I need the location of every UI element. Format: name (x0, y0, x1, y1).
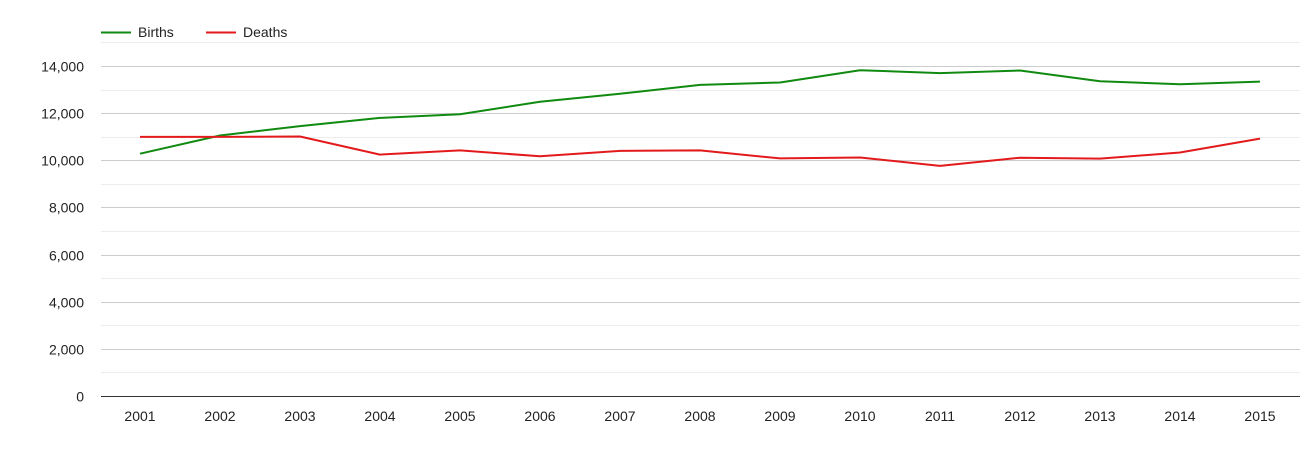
series-lines (139, 69, 1261, 167)
x-tick-label: 2008 (684, 408, 715, 424)
y-tick-label: 10,000 (41, 153, 84, 169)
y-tick-label: 0 (76, 389, 84, 405)
x-tick-label: 2005 (444, 408, 475, 424)
x-tick-label: 2004 (364, 408, 395, 424)
legend-label-deaths: Deaths (243, 24, 287, 40)
axes: 0 2,000 4,000 6,000 8,000 10,000 12,000 14,000 2… (41, 59, 1300, 424)
x-tick-label: 2015 (1244, 408, 1275, 424)
x-tick-label: 2002 (204, 408, 235, 424)
x-tick-label: 2012 (1004, 408, 1035, 424)
y-tick-label: 12,000 (41, 106, 84, 122)
series-line-deaths (140, 135, 1261, 167)
x-tick-label: 2014 (1164, 408, 1195, 424)
x-tick-label: 2007 (604, 408, 635, 424)
y-tick-label: 6,000 (49, 248, 84, 264)
legend: Births Deaths (101, 24, 287, 40)
x-tick-label: 2003 (284, 408, 315, 424)
x-tick-label: 2013 (1084, 408, 1115, 424)
legend-label-births: Births (138, 24, 174, 40)
x-tick-label: 2006 (524, 408, 555, 424)
x-tick-label: 2010 (844, 408, 875, 424)
series-line-births (139, 69, 1261, 155)
gridlines (101, 42, 1300, 373)
y-tick-label: 4,000 (49, 295, 84, 311)
y-tick-label: 2,000 (49, 342, 84, 358)
x-tick-label: 2001 (124, 408, 155, 424)
y-tick-label: 8,000 (49, 200, 84, 216)
x-tick-label: 2011 (925, 408, 955, 424)
y-tick-label: 14,000 (41, 59, 84, 75)
x-tick-label: 2009 (764, 408, 795, 424)
